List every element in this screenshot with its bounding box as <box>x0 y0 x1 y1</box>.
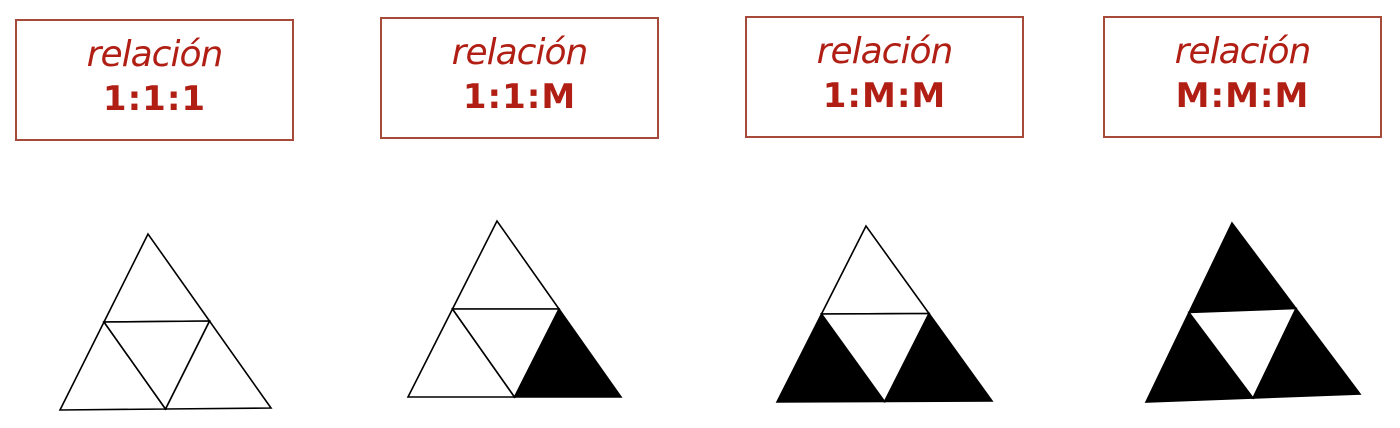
center-subtriangle <box>450 308 561 399</box>
triangle-1-m-m <box>775 224 994 404</box>
top-subtriangle <box>1187 221 1298 314</box>
relation-title: relación <box>1174 31 1312 72</box>
triangle-1-1-m <box>406 219 623 399</box>
relation-ratio: M:M:M <box>1175 76 1310 116</box>
center-subtriangle <box>102 320 211 411</box>
relation-label-box-m-m-m: relación M:M:M <box>1103 16 1382 138</box>
triangle-m-m-m <box>1144 221 1362 403</box>
relation-title: relación <box>451 32 589 73</box>
relation-label-box-1-m-m: relación 1:M:M <box>745 16 1024 138</box>
relation-ratio: 1:1:1 <box>102 79 207 119</box>
relation-title: relación <box>86 34 224 75</box>
triangle-1-1-1 <box>58 232 273 411</box>
relation-ratio: 1:1:M <box>462 77 577 117</box>
relation-label-box-1-1-1: relación 1:1:1 <box>15 19 294 141</box>
center-subtriangle <box>1187 307 1298 400</box>
relation-ratio: 1:M:M <box>822 76 947 116</box>
relation-title: relación <box>816 31 954 72</box>
top-subtriangle <box>820 224 931 315</box>
center-subtriangle <box>819 312 931 404</box>
relation-label-box-1-1-m: relación 1:1:M <box>380 17 659 139</box>
top-subtriangle <box>102 232 212 323</box>
top-subtriangle <box>451 219 561 310</box>
